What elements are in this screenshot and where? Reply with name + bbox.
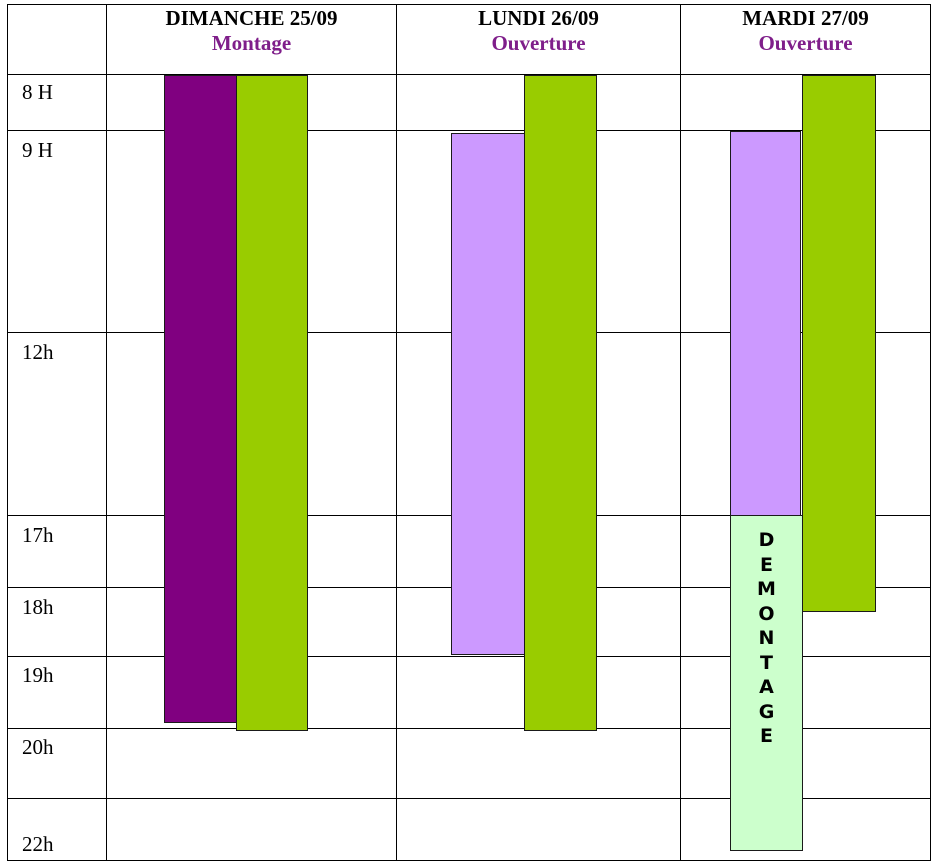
demontage-letter: M xyxy=(757,578,776,600)
demontage-letter: D xyxy=(758,529,775,551)
column-date: MARDI 27/09 xyxy=(742,6,869,30)
time-label: 20h xyxy=(22,735,54,759)
grid-line xyxy=(930,4,931,861)
grid-line xyxy=(7,4,931,5)
time-label: 12h xyxy=(22,340,54,364)
time-label: 17h xyxy=(22,523,54,547)
ouverture-bar xyxy=(236,75,308,731)
demontage-letter: A xyxy=(759,676,774,698)
grid-line xyxy=(7,74,931,75)
grid-line xyxy=(7,4,8,861)
demontage-letter: O xyxy=(758,602,775,625)
ouverture-bar xyxy=(802,75,876,612)
demontage-letter: E xyxy=(760,725,773,747)
grid-line xyxy=(396,4,397,861)
grid-line xyxy=(7,728,931,729)
column-header-sunday: DIMANCHE 25/09 Montage xyxy=(107,6,396,56)
demontage-letter: E xyxy=(760,553,773,576)
grid-line xyxy=(680,4,681,861)
lilac-bar xyxy=(451,133,525,655)
column-subtitle: Ouverture xyxy=(491,31,586,55)
time-label: 9 H xyxy=(22,138,53,162)
grid-line xyxy=(7,656,931,657)
column-subtitle: Montage xyxy=(211,31,292,55)
montage-bar xyxy=(164,75,237,723)
column-date: LUNDI 26/09 xyxy=(478,6,599,30)
grid-line xyxy=(7,130,931,131)
grid-line xyxy=(7,798,931,799)
column-subtitle: Ouverture xyxy=(758,31,853,55)
column-header-tuesday: MARDI 27/09 Ouverture xyxy=(681,6,930,56)
time-label: 22h xyxy=(22,832,54,856)
grid-line xyxy=(7,860,931,861)
lilac-bar xyxy=(730,131,801,516)
time-label: 18h xyxy=(22,595,54,619)
grid-line xyxy=(106,4,107,861)
column-date: DIMANCHE 25/09 xyxy=(165,6,338,30)
time-label: 19h xyxy=(22,663,54,687)
ouverture-bar xyxy=(524,75,597,731)
demontage-block: D E M O N T A G E xyxy=(730,515,803,851)
demontage-letter: T xyxy=(760,651,773,674)
time-label: 8 H xyxy=(22,80,53,104)
demontage-letter: N xyxy=(758,627,775,649)
column-header-monday: LUNDI 26/09 Ouverture xyxy=(397,6,680,56)
demontage-letter: G xyxy=(758,700,775,723)
